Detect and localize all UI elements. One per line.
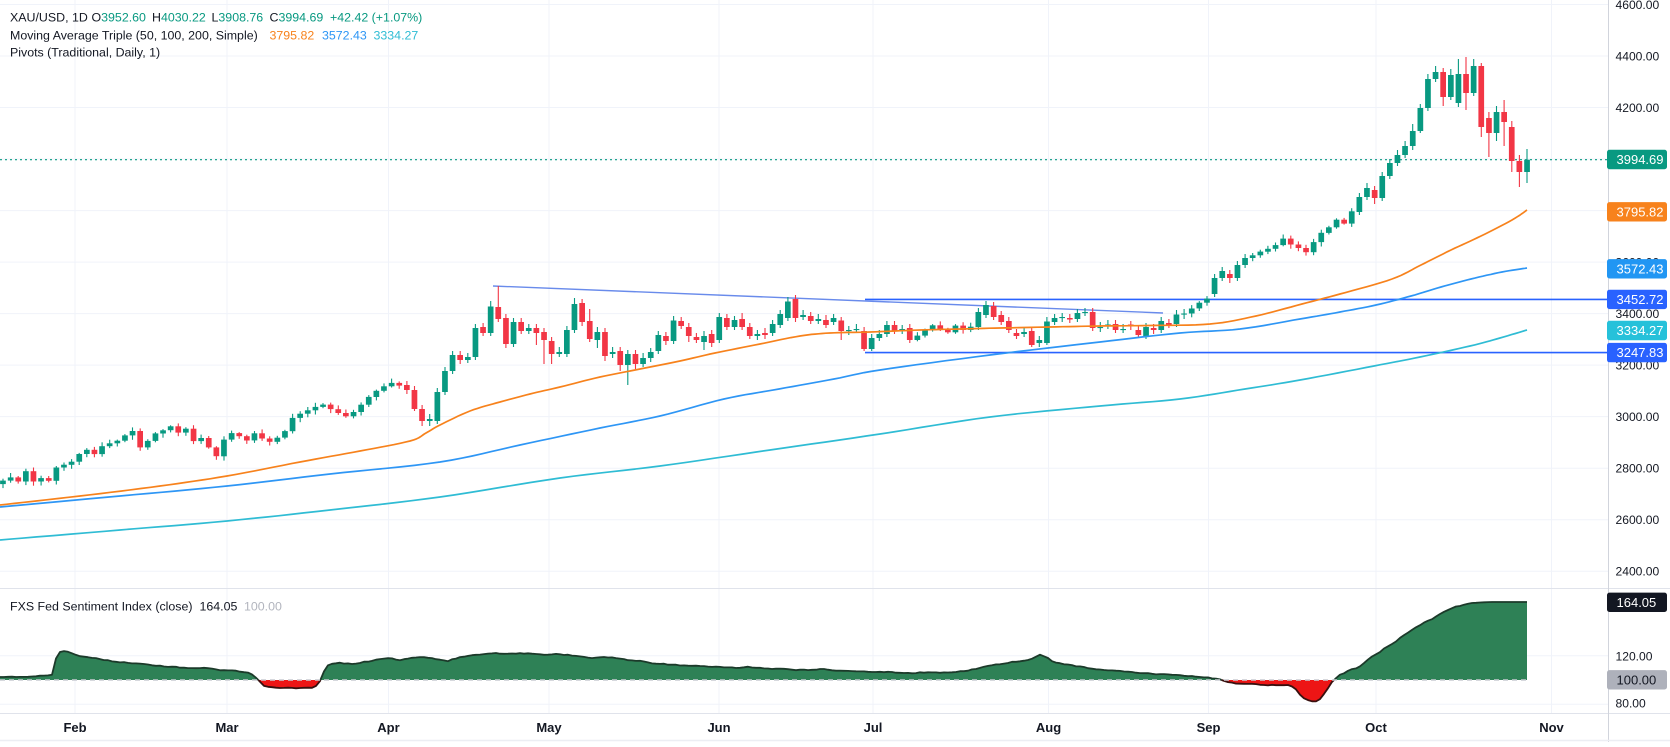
svg-text:Jun: Jun — [707, 720, 730, 735]
svg-text:Aug: Aug — [1036, 720, 1061, 735]
svg-text:3247.83: 3247.83 — [1617, 345, 1664, 360]
svg-text:2600.00: 2600.00 — [1616, 513, 1660, 527]
svg-text:Feb: Feb — [63, 720, 86, 735]
svg-text:Moving Average Triple (50, 100: Moving Average Triple (50, 100, 200, Sim… — [10, 29, 418, 43]
svg-text:4600.00: 4600.00 — [1616, 0, 1660, 12]
svg-text:3452.72: 3452.72 — [1617, 292, 1664, 307]
svg-text:3994.69: 3994.69 — [1617, 152, 1664, 167]
svg-text:Jul: Jul — [864, 720, 883, 735]
svg-text:3572.43: 3572.43 — [1617, 261, 1664, 276]
svg-text:3000.00: 3000.00 — [1616, 410, 1660, 424]
svg-text:164.05: 164.05 — [1617, 595, 1657, 610]
svg-text:80.00: 80.00 — [1616, 697, 1647, 711]
svg-text:Oct: Oct — [1365, 720, 1387, 735]
svg-text:4400.00: 4400.00 — [1616, 49, 1660, 63]
svg-text:Pivots (Traditional, Daily, 1): Pivots (Traditional, Daily, 1) — [10, 46, 160, 60]
svg-text:FXS Fed Sentiment Index (close: FXS Fed Sentiment Index (close) 164.05 100… — [10, 600, 282, 614]
svg-text:3400.00: 3400.00 — [1616, 307, 1660, 321]
svg-text:2400.00: 2400.00 — [1616, 565, 1660, 579]
svg-text:May: May — [536, 720, 562, 735]
svg-text:100.00: 100.00 — [1617, 672, 1657, 687]
svg-text:4200.00: 4200.00 — [1616, 101, 1660, 115]
svg-text:3334.27: 3334.27 — [1617, 323, 1664, 338]
svg-text:Mar: Mar — [215, 720, 238, 735]
svg-text:Sep: Sep — [1197, 720, 1221, 735]
svg-text:120.00: 120.00 — [1616, 649, 1653, 663]
svg-text:Apr: Apr — [377, 720, 399, 735]
svg-text:3795.82: 3795.82 — [1617, 204, 1664, 219]
svg-text:Nov: Nov — [1539, 720, 1564, 735]
svg-text:2800.00: 2800.00 — [1616, 462, 1660, 476]
